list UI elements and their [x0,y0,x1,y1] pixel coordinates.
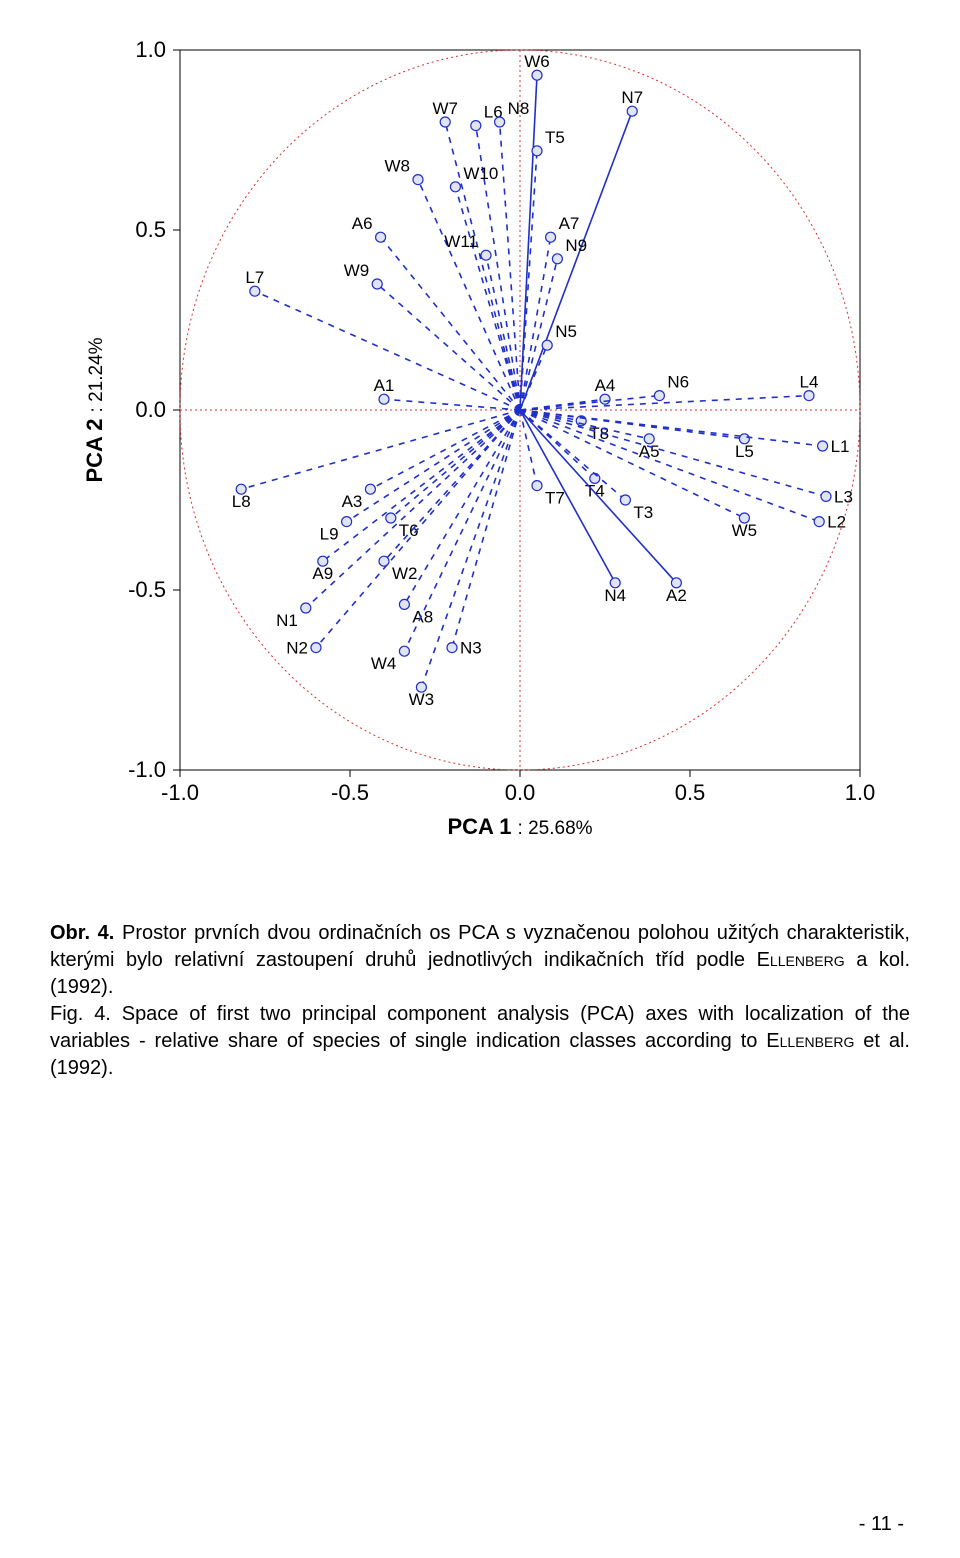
svg-text:A7: A7 [559,214,580,233]
svg-text:L5: L5 [735,442,754,461]
svg-text:W4: W4 [371,654,397,673]
caption-cz-author: Ellenberg [757,949,845,971]
svg-text:-1.0: -1.0 [128,757,166,782]
svg-text:T3: T3 [633,503,653,522]
svg-text:-0.5: -0.5 [331,780,369,805]
svg-text:N1: N1 [276,611,298,630]
svg-text:A1: A1 [374,376,395,395]
svg-text:W7: W7 [432,99,458,118]
svg-text:W3: W3 [409,690,435,709]
svg-text:N4: N4 [604,586,626,605]
page-number: - 11 - [859,1513,904,1536]
svg-text:T7: T7 [545,489,565,508]
svg-text:L4: L4 [800,373,819,392]
svg-text:L3: L3 [834,487,853,506]
svg-text:W10: W10 [463,164,498,183]
svg-text:A6: A6 [352,214,373,233]
caption-en-label: Fig. 4. [50,1003,111,1025]
svg-text:A8: A8 [412,607,433,626]
pca-biplot: -1.0 -0.5 0.0 0.5 1.0 -1.0 -0.5 0.0 0.5 1.0 PCA 1 … [60,20,900,880]
svg-text:N3: N3 [460,639,482,658]
svg-text:W5: W5 [732,521,758,540]
svg-text:A2: A2 [666,586,687,605]
svg-text:N8: N8 [508,99,530,118]
figure-caption: Obr. 4. Prostor prvních dvou ordinačních… [50,920,910,1082]
svg-text:0.0: 0.0 [135,397,166,422]
svg-text:L2: L2 [827,513,846,532]
svg-text:L7: L7 [245,268,264,287]
svg-text:1.0: 1.0 [845,780,876,805]
svg-text:W11: W11 [444,232,478,251]
svg-text:W8: W8 [385,157,411,176]
svg-text:A4: A4 [595,376,616,395]
caption-cz-label: Obr. 4. [50,922,114,944]
svg-text:N5: N5 [555,322,577,341]
svg-text:PCA 1 : 25.68%: PCA 1 : 25.68% [447,814,592,839]
svg-text:W6: W6 [524,52,550,71]
svg-text:N6: N6 [667,373,689,392]
svg-text:PCA 2 : 21.24%: PCA 2 : 21.24% [82,337,107,482]
svg-text:1.0: 1.0 [135,37,166,62]
biplot-svg: -1.0 -0.5 0.0 0.5 1.0 -1.0 -0.5 0.0 0.5 1.0 PCA 1 … [60,20,900,880]
svg-text:L1: L1 [831,437,850,456]
svg-text:0.5: 0.5 [135,217,166,242]
svg-text:-0.5: -0.5 [128,577,166,602]
svg-text:N9: N9 [565,236,587,255]
svg-text:T5: T5 [545,128,565,147]
svg-text:A9: A9 [312,564,333,583]
svg-text:N2: N2 [286,639,308,658]
svg-text:N7: N7 [621,88,643,107]
svg-text:L8: L8 [232,492,251,511]
svg-text:A3: A3 [342,492,363,511]
svg-text:W9: W9 [344,261,370,280]
svg-text:-1.0: -1.0 [161,780,199,805]
caption-en-author: Ellenberg [766,1030,854,1052]
page: { "chart": { "type": "pca-biplot", "widt… [0,0,960,1558]
svg-text:0.0: 0.0 [505,780,536,805]
svg-text:0.5: 0.5 [675,780,706,805]
svg-text:L9: L9 [320,525,339,544]
svg-text:W2: W2 [392,564,418,583]
